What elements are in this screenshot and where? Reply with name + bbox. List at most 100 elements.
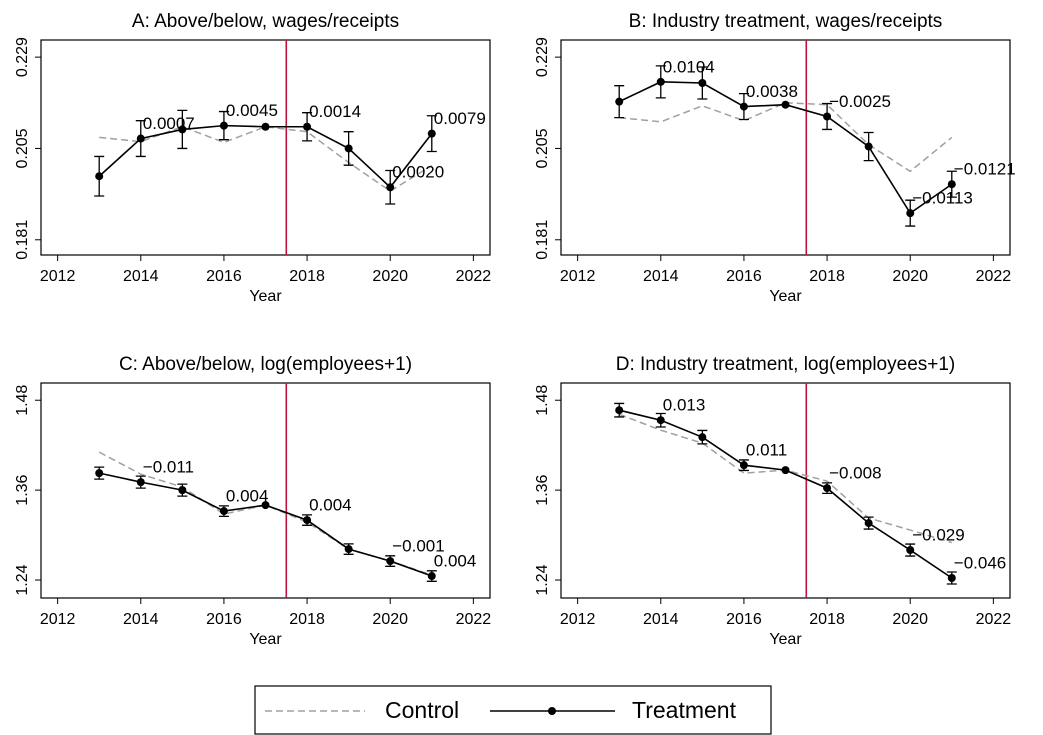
annotation: 0.004 (226, 487, 269, 506)
plot-frame (560, 382, 1011, 599)
y-tick-label: 0.205 (14, 128, 31, 168)
control-line (619, 102, 953, 173)
panel: C: Above/below, log(employees+1) Year 2012… (14, 354, 491, 648)
point (739, 461, 748, 470)
x-tick-label: 2012 (560, 611, 596, 628)
point (261, 122, 270, 131)
x-tick-label: 2016 (206, 611, 242, 628)
point (344, 545, 353, 554)
x-tick-label: 2012 (40, 611, 76, 628)
panel: B: Industry treatment, wages/receipts Yea… (534, 11, 1016, 305)
x-tick-label: 2014 (123, 611, 159, 628)
treatment-line (619, 409, 953, 579)
x-tick-label: 2020 (892, 611, 928, 628)
plot-frame (40, 39, 491, 256)
x-axis-label: Year (249, 288, 282, 305)
annotation: 0.013 (663, 396, 706, 415)
panel: D: Industry treatment, log(employees+1) Y… (534, 354, 1011, 648)
point (947, 573, 956, 582)
point (386, 183, 395, 192)
control-line (618, 413, 953, 544)
point (219, 121, 228, 130)
y-tick-label: 1.48 (14, 385, 31, 416)
y-tick-label: 0.181 (534, 220, 551, 260)
x-tick-label: 2016 (726, 268, 762, 285)
x-tick-label: 2020 (892, 268, 928, 285)
point (178, 125, 187, 134)
x-tick-label: 2022 (976, 611, 1012, 628)
annotation: 0.011 (746, 441, 787, 460)
y-tick-label: 0.205 (534, 128, 551, 168)
legend-label: Control (385, 697, 459, 723)
point (136, 134, 145, 143)
control-line (99, 125, 433, 192)
point (344, 144, 353, 153)
x-tick-label: 2016 (206, 268, 242, 285)
panel-title: B: Industry treatment, wages/receipts (629, 11, 943, 32)
point (178, 486, 187, 495)
x-tick-label: 2020 (372, 268, 408, 285)
y-tick-label: 0.229 (14, 37, 31, 77)
point (823, 484, 832, 493)
point (823, 112, 832, 121)
y-tick-label: 1.36 (14, 474, 31, 505)
x-tick-label: 2014 (643, 611, 679, 628)
x-axis-label: Year (769, 631, 802, 648)
legend-marker (548, 707, 556, 715)
point (781, 100, 790, 109)
point (303, 516, 312, 525)
annotation: 0.0007 (143, 114, 195, 133)
point (698, 79, 707, 87)
annotation: 0.004 (309, 496, 352, 515)
point (386, 557, 395, 566)
x-tick-label: 2020 (372, 611, 408, 628)
panel: A: Above/below, wages/receipts Year 2012 20… (14, 11, 491, 305)
annotation: 0.004 (434, 552, 477, 571)
point (261, 501, 270, 510)
y-tick-label: 0.181 (14, 220, 31, 260)
annotation: −0.0121 (954, 160, 1016, 179)
point (698, 433, 707, 442)
point (219, 507, 228, 516)
x-tick-label: 2018 (289, 611, 325, 628)
point (864, 142, 873, 151)
point (427, 572, 436, 581)
x-tick-label: 2022 (456, 268, 492, 285)
x-axis-label: Year (249, 631, 282, 648)
annotation: −0.001 (392, 537, 444, 556)
point (906, 209, 915, 218)
annotation: 0.0038 (746, 82, 798, 101)
panel-title: C: Above/below, log(employees+1) (119, 354, 412, 375)
point (615, 406, 624, 415)
legend-box (254, 685, 772, 735)
point (739, 102, 748, 111)
y-tick-label: 1.36 (534, 474, 551, 505)
x-tick-label: 2012 (40, 268, 76, 285)
x-tick-label: 2018 (289, 268, 325, 285)
annotation: −0.011 (143, 458, 194, 477)
x-tick-label: 2022 (976, 268, 1012, 285)
x-tick-label: 2016 (726, 611, 762, 628)
legend-label: Treatment (632, 697, 737, 723)
annotation: −0.0025 (829, 92, 891, 111)
point (906, 546, 915, 555)
x-tick-label: 2022 (456, 611, 492, 628)
annotation: −0.029 (912, 526, 964, 545)
point (656, 416, 665, 425)
annotation: −0.046 (954, 553, 1006, 572)
point (95, 172, 104, 181)
annotation: −0.008 (829, 464, 881, 483)
point (427, 129, 436, 138)
annotation: −0.0113 (912, 189, 973, 208)
annotation: 0.0014 (309, 102, 361, 121)
annotation: 0.0045 (226, 101, 278, 120)
point (136, 478, 145, 487)
x-tick-label: 2018 (809, 611, 845, 628)
panel-title: A: Above/below, wages/receipts (132, 11, 399, 32)
annotation: 0.0104 (663, 57, 715, 76)
point (947, 180, 956, 189)
y-tick-label: 1.24 (534, 564, 551, 595)
y-tick-label: 0.229 (534, 37, 551, 77)
x-tick-label: 2012 (560, 268, 596, 285)
